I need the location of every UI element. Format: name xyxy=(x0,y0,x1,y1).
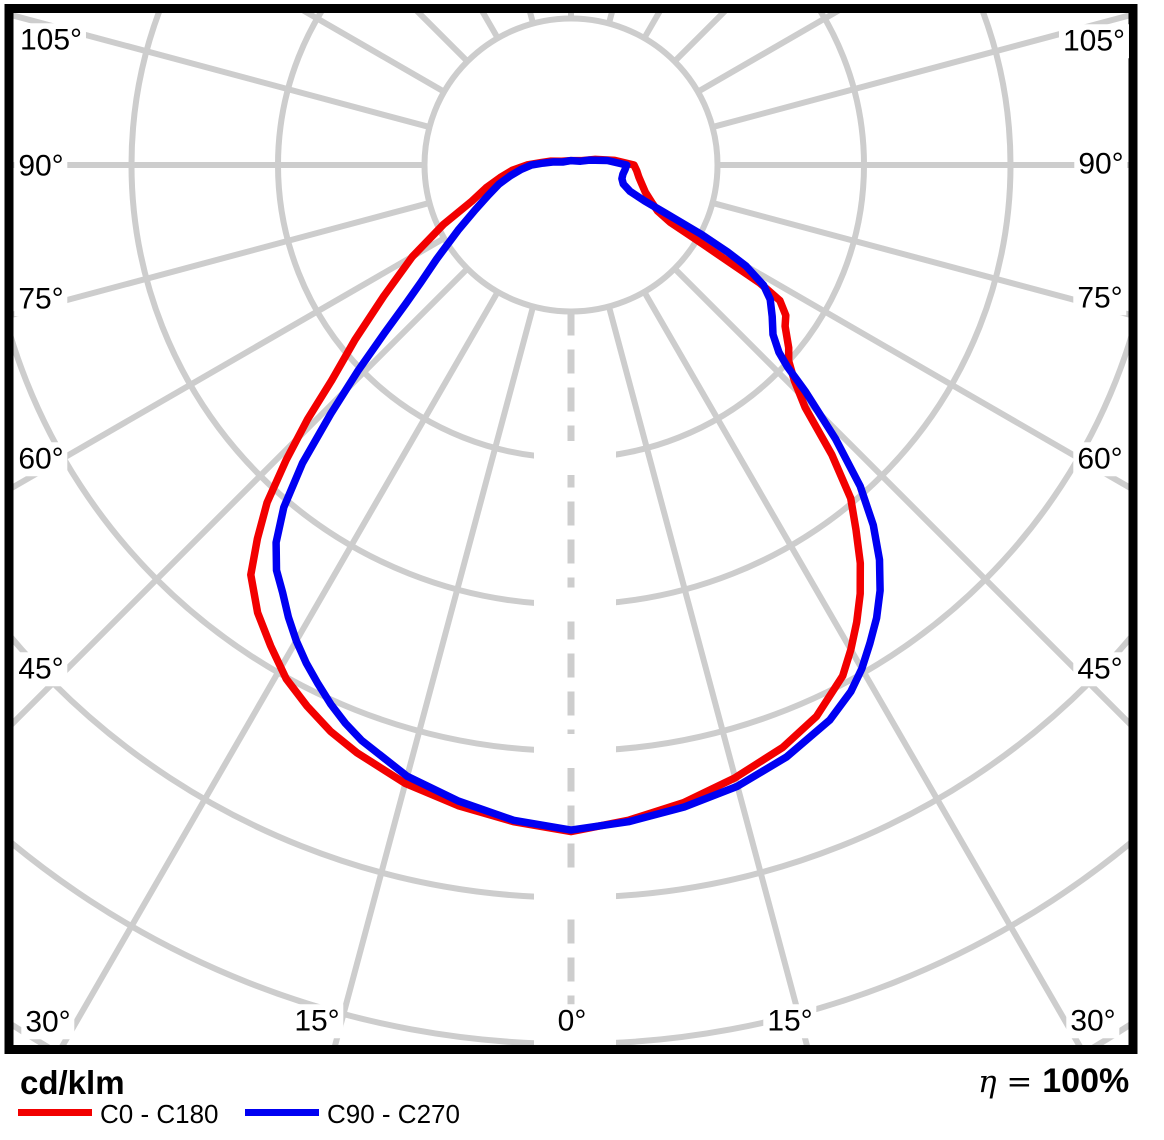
angular-gridline-spoke xyxy=(696,12,843,95)
chart-frame xyxy=(4,4,1138,1054)
efficiency-value: η = 100% xyxy=(978,1062,1129,1101)
angular-gridline-spoke xyxy=(711,12,1130,130)
angular-gridline-spoke xyxy=(13,200,431,318)
c0-c180-line-swatch xyxy=(18,1109,92,1116)
c0-c180-label: C0 - C180 xyxy=(100,1099,219,1129)
c90-c270-line-swatch xyxy=(245,1109,319,1116)
curve-c0-c180 xyxy=(247,155,865,836)
radial-value-gap-box xyxy=(534,1027,616,1046)
radial-value-gap-box xyxy=(534,734,616,768)
c90-c270-label: C90 - C270 xyxy=(327,1099,460,1129)
curve-c90-c270 xyxy=(272,156,884,834)
radial-value-gap-box xyxy=(534,880,616,915)
eta-symbol: η = xyxy=(978,1064,1043,1100)
radial-gridline-circle xyxy=(421,15,721,315)
angular-gridline-spoke xyxy=(331,305,536,1046)
legend: C0 - C180 C90 - C270 xyxy=(0,1098,1164,1132)
angular-gridline-spoke xyxy=(13,235,446,491)
units-label: cd/klm xyxy=(20,1064,125,1101)
angular-gridline-spoke xyxy=(13,12,431,130)
radial-gridline-circle xyxy=(13,329,1130,754)
radial-value-gap-box xyxy=(534,587,616,622)
angular-gridline-spoke xyxy=(711,200,1130,318)
radial-value-gap-box xyxy=(534,441,616,475)
angular-gridline-spoke xyxy=(641,290,1084,1046)
angular-gridline-spoke xyxy=(299,12,446,95)
eta-percent: 100% xyxy=(1042,1062,1130,1100)
angular-gridline-spoke xyxy=(696,235,1130,492)
angular-gridline-spoke xyxy=(58,290,501,1046)
angular-gridline-spoke xyxy=(672,266,1130,729)
angular-gridline-spoke xyxy=(606,305,811,1046)
